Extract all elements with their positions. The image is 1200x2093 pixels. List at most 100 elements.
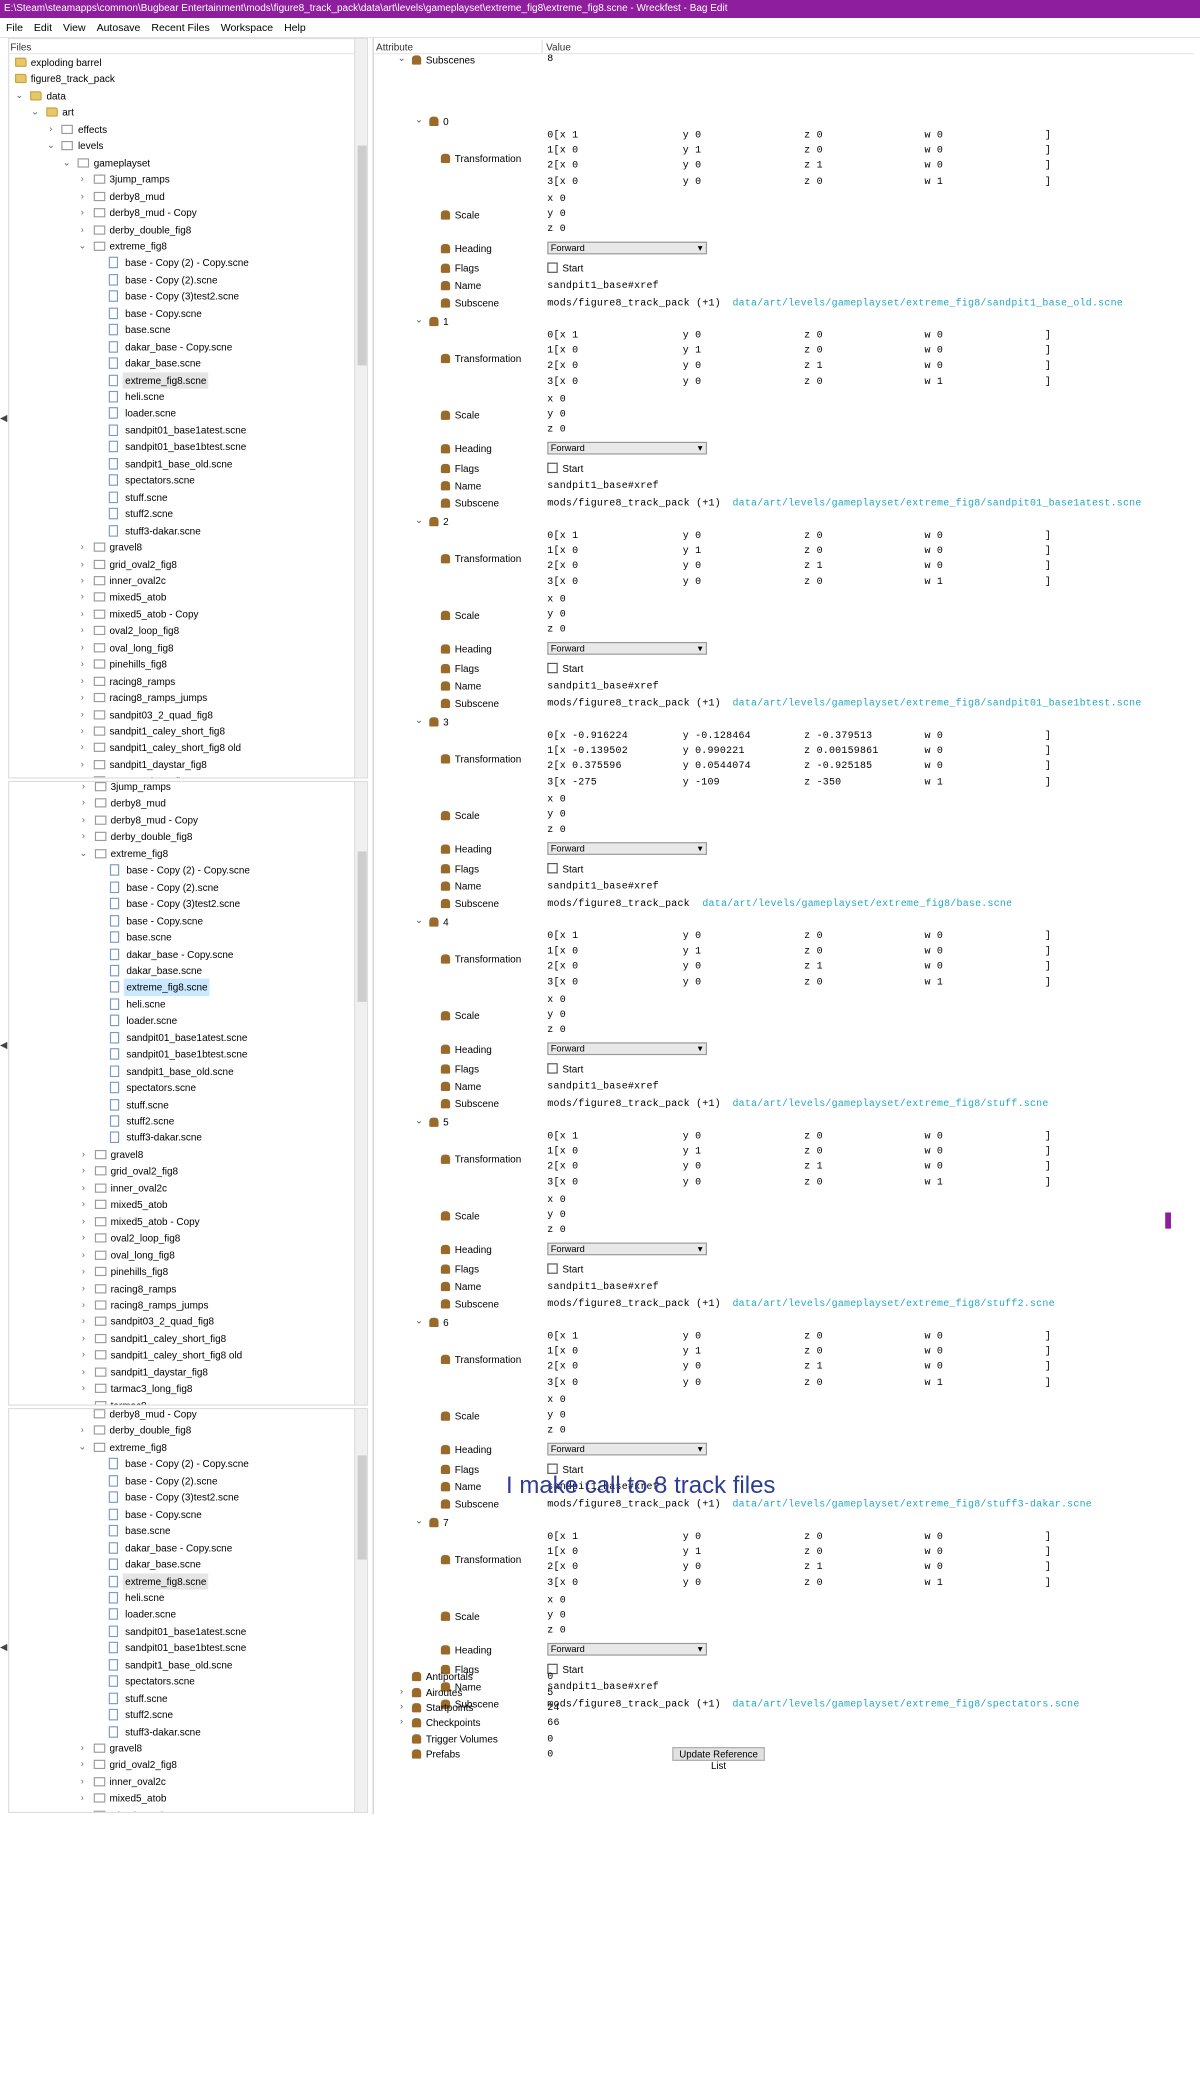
property-row[interactable]: Heading Forward [374, 1242, 1184, 1258]
start-checkbox[interactable] [547, 662, 558, 674]
subscene-path-link[interactable]: data/art/levels/gameplayset/extreme_fig8… [732, 1298, 1055, 1310]
property-row[interactable]: Transformation 0[x 1 y 0 z 0 w 0] 1[x 0 y 1 z 0… [374, 1531, 1184, 1593]
heading-dropdown[interactable]: Forward [547, 1442, 707, 1456]
chevron-right-icon[interactable]: › [80, 173, 84, 184]
chevron-down-icon[interactable]: ⌄ [414, 1115, 423, 1126]
property-row[interactable]: Antiportals 0 [374, 1670, 1184, 1685]
heading-dropdown[interactable]: Forward [547, 1642, 707, 1656]
start-checkbox[interactable] [547, 1263, 558, 1274]
subscene-path-link[interactable]: data/art/levels/gameplayset/extreme_fig8… [732, 297, 1123, 309]
chevron-down-icon[interactable]: ⌄ [78, 240, 87, 251]
chevron-down-icon[interactable]: ⌄ [414, 1515, 423, 1527]
chevron-down-icon[interactable]: ⌄ [414, 514, 423, 526]
chevron-down-icon[interactable]: ⌄ [62, 156, 71, 168]
chevron-right-icon[interactable]: › [80, 206, 84, 218]
property-row[interactable]: Heading Forward [374, 1442, 1184, 1458]
start-checkbox[interactable] [547, 462, 558, 474]
chevron-down-icon[interactable]: ⌄ [414, 114, 423, 125]
property-row[interactable]: Flags Start [374, 261, 1184, 276]
chevron-right-icon[interactable]: › [81, 1299, 85, 1310]
chevron-right-icon[interactable]: › [81, 797, 85, 808]
property-row[interactable]: Heading Forward [374, 1042, 1184, 1057]
scrollbar[interactable] [354, 782, 367, 1405]
property-row[interactable]: Name sandpit1_base#xref [374, 479, 1184, 494]
property-row[interactable]: › Airoutes 5 [374, 1686, 1184, 1701]
chevron-right-icon[interactable]: › [81, 1215, 85, 1226]
chevron-right-icon[interactable]: › [80, 675, 84, 686]
chevron-right-icon[interactable]: › [8, 54, 9, 70]
property-row[interactable]: Flags Start [374, 1462, 1184, 1477]
property-row[interactable]: Heading Forward [374, 1642, 1184, 1658]
start-checkbox[interactable] [547, 863, 558, 874]
menu-item[interactable]: View [63, 22, 86, 34]
property-row[interactable]: Subscene mods/figure8_track_pack (+1) data… [374, 1497, 1184, 1512]
chevron-right-icon[interactable]: › [81, 1198, 85, 1210]
property-row[interactable]: Scale x 0 y 0 z 0 [374, 1194, 1184, 1240]
menu-item[interactable]: Help [284, 22, 306, 34]
property-row[interactable]: Prefabs 0 [374, 1747, 1184, 1762]
heading-dropdown[interactable]: Forward [547, 1242, 707, 1256]
chevron-right-icon[interactable]: › [399, 1685, 404, 1697]
property-row[interactable]: ⌄ 7 [374, 1516, 1184, 1531]
property-row[interactable]: Transformation 0[x -0.916224 y -0.128464 z … [374, 730, 1184, 792]
chevron-right-icon[interactable]: › [80, 541, 84, 552]
property-row[interactable]: Flags Start [374, 1062, 1184, 1077]
property-row[interactable]: Scale x 0 y 0 z 0 [374, 593, 1184, 639]
start-checkbox[interactable] [547, 262, 558, 273]
property-row[interactable]: Heading Forward [374, 642, 1184, 657]
chevron-right-icon[interactable]: › [77, 1807, 87, 1812]
property-row[interactable]: Name sandpit1_base#xref [374, 1079, 1184, 1094]
property-row[interactable]: Scale x 0 y 0 z 0 [374, 193, 1184, 239]
heading-dropdown[interactable]: Forward [547, 441, 707, 455]
property-row[interactable]: Flags Start [374, 1663, 1184, 1678]
property-row[interactable]: Heading Forward [374, 441, 1184, 457]
heading-dropdown[interactable]: Forward [547, 1042, 707, 1056]
property-row[interactable]: Scale x 0 y 0 z 0 [374, 794, 1184, 840]
property-row[interactable]: ⌄ 1 [374, 315, 1184, 330]
property-row[interactable]: Flags Start [374, 461, 1184, 476]
chevron-right-icon[interactable]: › [81, 1349, 85, 1360]
menu-item[interactable]: Recent Files [151, 22, 210, 34]
chevron-right-icon[interactable]: › [80, 641, 84, 653]
chevron-right-icon[interactable]: › [81, 1165, 85, 1176]
property-row[interactable]: Subscene mods/figure8_track_pack (+1) data… [374, 1697, 1184, 1712]
update-reference-button[interactable]: Update Reference List [672, 1747, 765, 1771]
chevron-right-icon[interactable]: › [81, 1332, 85, 1344]
heading-dropdown[interactable]: Forward [547, 842, 707, 855]
menu-item[interactable]: Workspace [220, 22, 274, 34]
chevron-right-icon[interactable]: › [81, 1366, 85, 1377]
subscene-path-link[interactable]: data/art/levels/gameplayset/extreme_fig8… [732, 1097, 1049, 1110]
property-row[interactable]: ⌄ Subscenes 8 [374, 53, 1184, 68]
chevron-right-icon[interactable]: › [399, 1715, 404, 1727]
subscene-path-link[interactable]: data/art/levels/gameplayset/extreme_fig8… [732, 1698, 1080, 1711]
chevron-right-icon[interactable]: › [80, 223, 84, 235]
property-row[interactable]: Heading Forward [374, 241, 1184, 257]
chevron-right-icon[interactable]: › [49, 123, 53, 134]
property-row[interactable]: › Checkpoints 66 [374, 1716, 1184, 1731]
chevron-right-icon[interactable]: › [80, 1792, 84, 1803]
property-row[interactable]: Subscene mods/figure8_track_pack (+1) data… [374, 496, 1184, 511]
chevron-down-icon[interactable]: ⌄ [46, 140, 55, 151]
chevron-right-icon[interactable]: › [77, 773, 87, 777]
property-row[interactable]: Flags Start [374, 662, 1184, 677]
menu-item[interactable]: File [6, 22, 23, 34]
property-row[interactable]: Subscene mods/figure8_track_pack (+1) data… [374, 296, 1184, 311]
property-row[interactable]: Name sandpit1_base#xref [374, 1480, 1184, 1495]
property-row[interactable]: Scale x 0 y 0 z 0 [374, 1394, 1184, 1440]
start-checkbox[interactable] [547, 1663, 558, 1675]
property-row[interactable]: Name sandpit1_base#xref [374, 879, 1184, 894]
chevron-down-icon[interactable]: ⌄ [78, 1441, 87, 1452]
property-row[interactable]: ⌄ 4 [374, 915, 1184, 930]
chevron-right-icon[interactable]: › [81, 1265, 85, 1277]
chevron-down-icon[interactable]: ⌄ [31, 106, 39, 118]
property-row[interactable]: Name sandpit1_base#xref [374, 1680, 1184, 1695]
chevron-down-icon[interactable]: ⌄ [414, 1315, 423, 1326]
chevron-right-icon[interactable]: › [80, 608, 84, 619]
property-row[interactable]: Flags Start [374, 1262, 1184, 1277]
start-checkbox[interactable] [547, 1463, 558, 1474]
scrollbar[interactable] [354, 39, 367, 778]
chevron-right-icon[interactable]: › [80, 1759, 84, 1770]
property-row[interactable]: ⌄ 2 [374, 515, 1184, 530]
chevron-right-icon[interactable]: › [80, 574, 84, 586]
property-row[interactable]: Scale x 0 y 0 z 0 [374, 393, 1184, 439]
